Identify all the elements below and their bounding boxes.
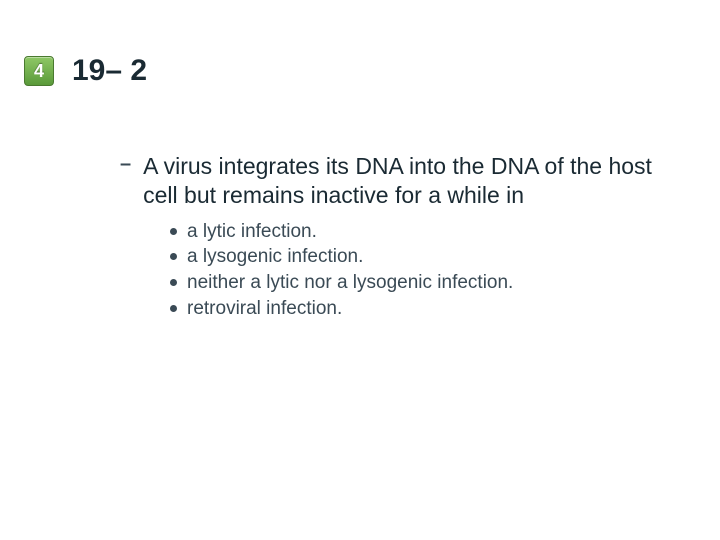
bullet-icon — [170, 253, 177, 260]
content-area: – A virus integrates its DNA into the DN… — [0, 88, 720, 321]
option-text: retroviral infection. — [187, 297, 342, 321]
option-text: a lysogenic infection. — [187, 245, 363, 269]
option-text: a lytic infection. — [187, 220, 317, 244]
option-item: a lysogenic infection. — [170, 245, 660, 269]
option-item: retroviral infection. — [170, 297, 660, 321]
question-row: – A virus integrates its DNA into the DN… — [120, 152, 660, 210]
bullet-icon — [170, 228, 177, 235]
option-item: a lytic infection. — [170, 220, 660, 244]
bullet-icon — [170, 305, 177, 312]
option-item: neither a lytic nor a lysogenic infectio… — [170, 271, 660, 295]
question-text: A virus integrates its DNA into the DNA … — [143, 152, 660, 210]
dash-bullet: – — [120, 152, 131, 210]
header-row: 4 19– 2 — [0, 54, 720, 88]
option-text: neither a lytic nor a lysogenic infectio… — [187, 271, 513, 295]
badge-number: 4 — [34, 61, 44, 82]
slide-title: 19– 2 — [72, 54, 147, 88]
slide: 4 19– 2 – A virus integrates its DNA int… — [0, 0, 720, 540]
options-list: a lytic infection. a lysogenic infection… — [120, 210, 660, 321]
bullet-icon — [170, 279, 177, 286]
section-badge: 4 — [24, 56, 54, 86]
